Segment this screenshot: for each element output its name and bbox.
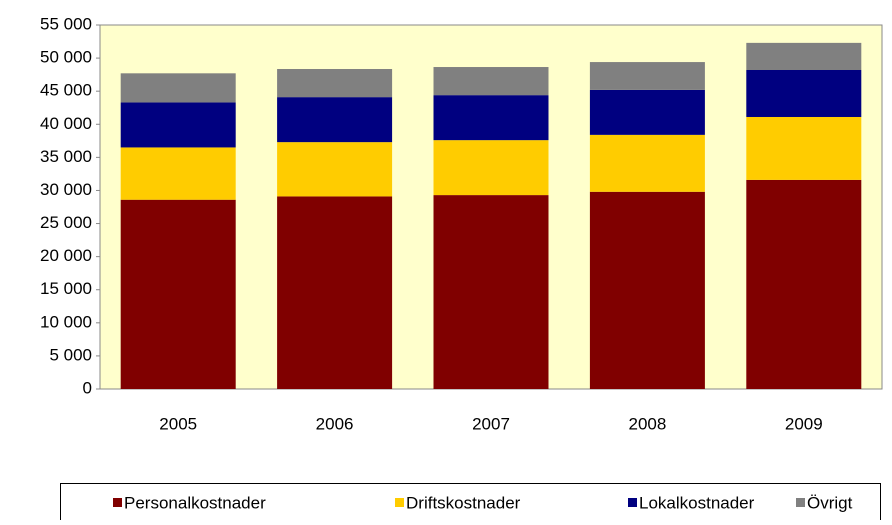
legend-box [60, 483, 881, 524]
bar-segment [746, 42, 862, 71]
x-tick-label: 2007 [472, 414, 510, 433]
y-tick-label: 15 000 [40, 279, 92, 298]
legend-label: Personalkostnader [124, 493, 266, 512]
bar-segment [433, 195, 549, 389]
legend-label: Övrigt [807, 493, 853, 512]
x-tick-label: 2008 [628, 414, 666, 433]
x-tick-label: 2009 [785, 414, 823, 433]
y-tick-label: 5 000 [49, 345, 92, 364]
y-tick-label: 35 000 [40, 147, 92, 166]
bar-segment [746, 179, 862, 389]
bar-segment [433, 95, 549, 141]
bar-segment [433, 67, 549, 96]
legend-label: Lokalkostnader [639, 493, 755, 512]
y-tick-label: 25 000 [40, 213, 92, 232]
bar-segment [746, 116, 862, 180]
y-tick-label: 40 000 [40, 114, 92, 133]
x-tick-label: 2005 [159, 414, 197, 433]
y-tick-label: 20 000 [40, 246, 92, 265]
bar-segment [746, 70, 862, 117]
y-tick-label: 30 000 [40, 180, 92, 199]
bar-segment [589, 191, 705, 389]
bar-segment [433, 140, 549, 196]
bar-segment [589, 134, 705, 192]
legend-label: Driftskostnader [406, 493, 521, 512]
bar-segment [277, 142, 393, 197]
legend-swatch [628, 498, 637, 507]
bar-segment [277, 97, 393, 143]
bar-segment [277, 196, 393, 389]
legend-swatch [796, 498, 805, 507]
legend-swatch [395, 498, 404, 507]
y-tick-label: 10 000 [40, 312, 92, 331]
bar-segment [120, 102, 236, 148]
bar-segment [589, 62, 705, 90]
y-tick-label: 55 000 [40, 14, 92, 33]
legend-swatch [113, 498, 122, 507]
y-tick-label: 0 [83, 378, 92, 397]
bar-segment [120, 147, 236, 200]
x-tick-label: 2006 [316, 414, 354, 433]
bar-segment [589, 89, 705, 135]
y-tick-label: 45 000 [40, 81, 92, 100]
bar-segment [120, 199, 236, 389]
y-tick-label: 50 000 [40, 48, 92, 67]
bar-segment [120, 73, 236, 103]
bar-segment [277, 69, 393, 98]
